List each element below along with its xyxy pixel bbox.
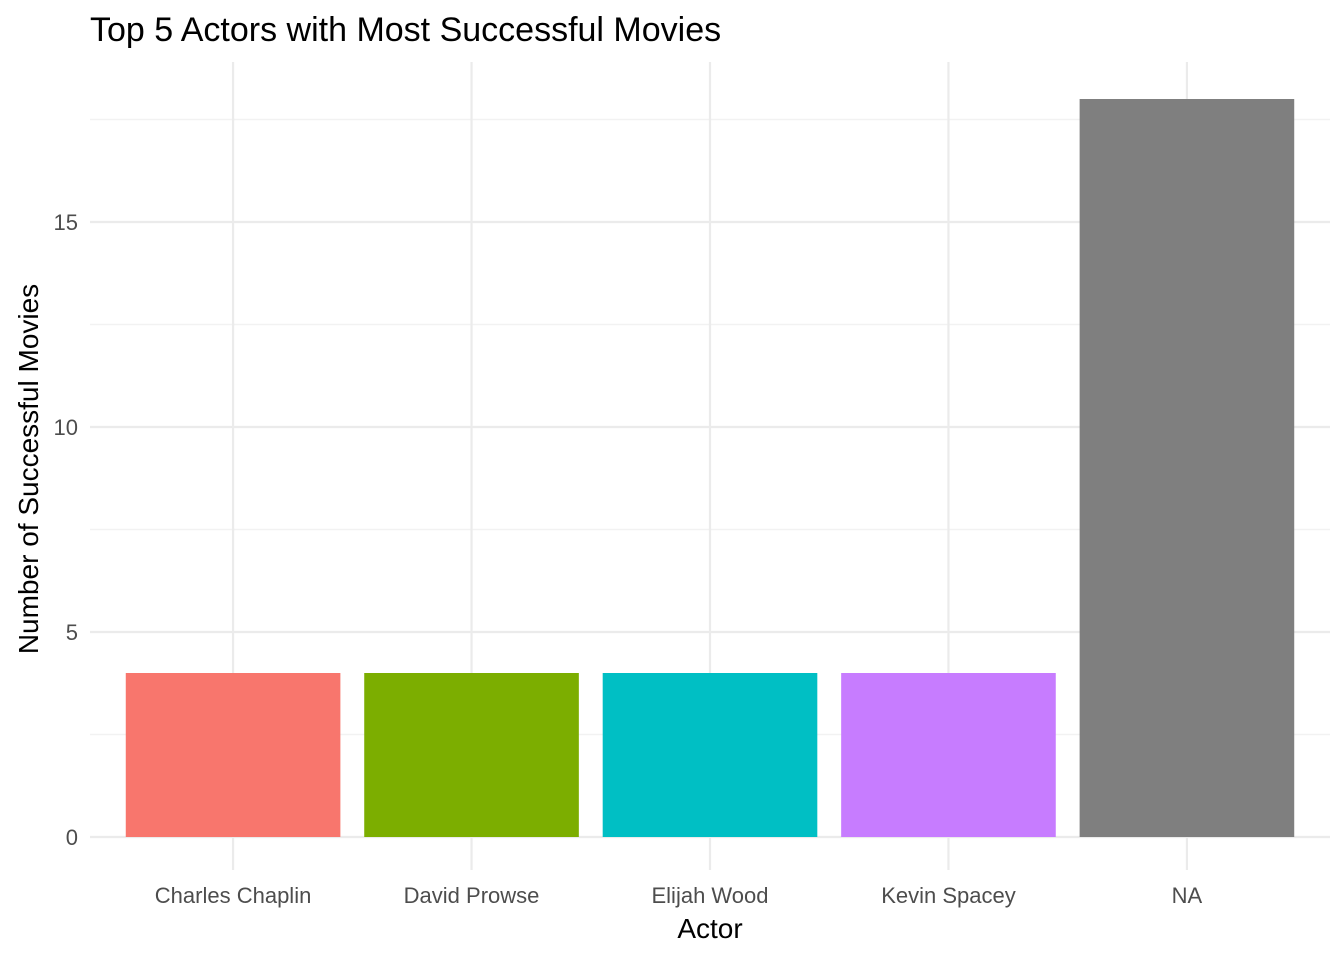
y-tick-label: 0 bbox=[66, 825, 78, 850]
x-axis-ticks: Charles Chaplin David Prowse Elijah Wood Ke… bbox=[155, 883, 1203, 908]
x-axis-title: Actor bbox=[677, 913, 742, 944]
bar-charles-chaplin bbox=[125, 673, 341, 837]
bar-kevin-spacey bbox=[841, 673, 1056, 837]
x-tick-label: Kevin Spacey bbox=[881, 883, 1016, 908]
y-axis-title: Number of Successful Movies bbox=[13, 284, 44, 654]
x-tick-label: David Prowse bbox=[404, 883, 540, 908]
x-tick-label: Charles Chaplin bbox=[155, 883, 312, 908]
y-tick-label: 15 bbox=[54, 210, 78, 235]
y-axis-ticks: 0 5 10 15 bbox=[54, 210, 78, 850]
bar-na bbox=[1079, 99, 1295, 837]
bar-david-prowse bbox=[364, 673, 579, 837]
y-tick-label: 10 bbox=[54, 415, 78, 440]
x-tick-label: NA bbox=[1172, 883, 1203, 908]
x-tick-label: Elijah Wood bbox=[652, 883, 769, 908]
bar-elijah-wood bbox=[602, 673, 818, 837]
y-tick-label: 5 bbox=[66, 620, 78, 645]
bars bbox=[125, 99, 1295, 837]
chart-title: Top 5 Actors with Most Successful Movies bbox=[90, 11, 721, 49]
